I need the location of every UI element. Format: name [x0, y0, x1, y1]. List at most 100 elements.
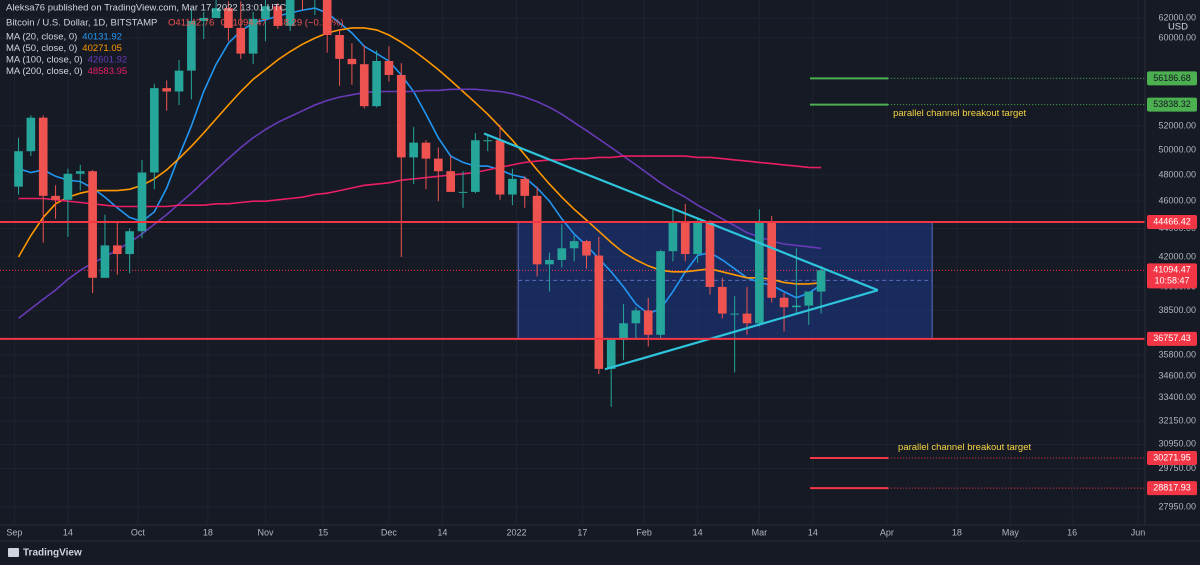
- candle-body: [483, 140, 493, 142]
- candle-body: [804, 291, 814, 306]
- candle-body: [384, 61, 394, 75]
- candle-body: [594, 255, 604, 369]
- y-tick-label: 33400.00: [1158, 392, 1196, 402]
- candle-body: [532, 195, 542, 265]
- x-tick-label: Dec: [381, 527, 398, 537]
- price-label: 56186.68: [1153, 73, 1191, 83]
- candle-body: [446, 171, 455, 192]
- y-tick-label: 38500.00: [1158, 305, 1196, 315]
- annotation: parallel channel breakout target: [898, 442, 1031, 453]
- triangle-line: [483, 132, 879, 292]
- candle-body: [619, 323, 628, 340]
- candle-body: [520, 178, 530, 196]
- current-price-bg: [1147, 263, 1197, 289]
- candle-body: [112, 245, 122, 255]
- annotation: parallel channel breakout target: [893, 108, 1026, 119]
- ma-line: [18, 88, 822, 320]
- candle-body: [545, 259, 554, 265]
- y-tick-label: 32150.00: [1158, 415, 1196, 425]
- ma-line: [18, 7, 822, 315]
- candle-body: [75, 171, 85, 174]
- x-tick-label: 18: [203, 527, 213, 537]
- x-tick-label: 14: [437, 527, 447, 537]
- candle-body: [508, 178, 517, 195]
- candle-body: [693, 221, 702, 255]
- publisher: Aleksa76 published on TradingView.com, M…: [6, 3, 286, 14]
- candle-body: [347, 58, 357, 65]
- y-tick-label: 50000.00: [1158, 144, 1196, 154]
- candle-body: [322, 0, 332, 36]
- candle-body: [26, 117, 36, 152]
- legend-name: MA (100, close, 0): [6, 55, 83, 66]
- candle-body: [211, 8, 221, 18]
- legend-name: MA (200, close, 0): [6, 66, 83, 77]
- candle-body: [668, 222, 678, 252]
- price-label: 30271.95: [1153, 452, 1191, 462]
- candle-body: [125, 231, 134, 255]
- candle-body: [816, 270, 826, 292]
- x-tick-label: 16: [1067, 527, 1077, 537]
- footer-brand: TradingView: [23, 548, 82, 559]
- legend-name: MA (20, close, 0): [6, 32, 77, 43]
- candle-body: [359, 64, 369, 107]
- candle-body: [150, 88, 159, 173]
- candle-body: [458, 191, 468, 193]
- legend-value: 40271.05: [82, 43, 122, 54]
- footer: TradingView: [8, 548, 82, 559]
- x-tick-label: 2022: [507, 527, 527, 537]
- ohlc-label: O41142.76: [168, 18, 214, 29]
- x-tick-label: 15: [318, 527, 328, 537]
- candle-body: [248, 18, 258, 54]
- countdown-label: 10:58:47: [1154, 276, 1189, 286]
- y-tick-label: 62000.00: [1158, 12, 1196, 22]
- plot-area: [0, 0, 1145, 490]
- candle-body: [335, 35, 344, 59]
- price-label: 44466.42: [1153, 216, 1191, 226]
- candle-body: [372, 61, 381, 107]
- candle-body: [557, 248, 567, 260]
- candle-body: [396, 74, 406, 158]
- x-tick-label: 14: [693, 527, 703, 537]
- x-tick-label: Jun: [1131, 527, 1146, 537]
- candle-body: [495, 140, 505, 195]
- candle-body: [88, 171, 97, 278]
- candle-body: [471, 140, 480, 192]
- legend-value: 42601.92: [88, 55, 128, 66]
- ohlc-label: −48.29 (−0.12%): [273, 18, 344, 29]
- current-price-label: 41094.47: [1153, 265, 1191, 275]
- candle-body: [606, 339, 616, 369]
- candle-body: [224, 8, 233, 28]
- candle-body: [631, 310, 641, 324]
- candle-body: [730, 313, 739, 315]
- candle-body: [767, 222, 777, 298]
- x-tick-label: Oct: [131, 527, 146, 537]
- grid: 62000.00 60000.00 52000.00 50000.00 48000.00…: [0, 0, 1196, 537]
- legend-value: 48583.95: [88, 66, 128, 77]
- candle-body: [409, 142, 418, 158]
- candle-body: [717, 286, 727, 314]
- ohlc-label: C41094.47: [220, 18, 266, 29]
- logo-icon: [8, 548, 19, 557]
- x-tick-label: 14: [808, 527, 818, 537]
- y-tick-label: 29750.00: [1158, 463, 1196, 473]
- candle-body: [100, 245, 110, 278]
- candle-body: [38, 117, 48, 196]
- candle-body: [421, 142, 431, 159]
- triangle-line: [604, 289, 879, 371]
- price-label-bg: [1147, 481, 1197, 496]
- currency: USD: [1168, 22, 1188, 33]
- candle-body: [162, 88, 172, 92]
- candle-body: [742, 313, 752, 324]
- x-tick-label: 18: [952, 527, 962, 537]
- price-label-bg: [1147, 450, 1197, 465]
- candle-body: [199, 17, 209, 21]
- candle-body: [779, 297, 789, 308]
- price-label-bg: [1147, 331, 1197, 346]
- candle-body: [643, 310, 653, 335]
- y-tick-label: 35800.00: [1158, 349, 1196, 359]
- y-tick-label: 42000.00: [1158, 251, 1196, 261]
- candle-body: [569, 241, 579, 249]
- legend-name: MA (50, close, 0): [6, 43, 77, 54]
